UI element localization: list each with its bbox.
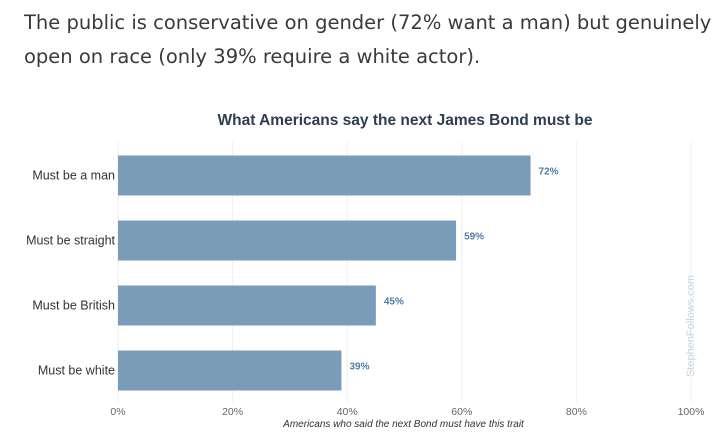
x-tick-label: 80%: [566, 406, 587, 418]
data-label: 72%: [539, 167, 559, 178]
x-tick-label: 20%: [222, 406, 243, 418]
category-label: Must be British: [32, 299, 115, 313]
data-label: 39%: [349, 362, 369, 373]
bar: [118, 220, 457, 261]
x-tick-label: 0%: [110, 406, 125, 418]
category-label: Must be straight: [26, 234, 115, 248]
bar-chart: 0% 20% 40% 60% 80% 100% Must be a man 72% Must b…: [0, 100, 728, 447]
chart-title: What Americans say the next James Bond m…: [217, 112, 593, 129]
bar: [118, 155, 531, 196]
category-label: Must be a man: [32, 169, 115, 183]
chart-svg: 0% 20% 40% 60% 80% 100% Must be a man 72% Must b…: [26, 142, 704, 431]
bar: [118, 285, 376, 326]
x-tick-label: 60%: [451, 406, 472, 418]
data-label: 45%: [384, 297, 404, 308]
category-label: Must be white: [38, 364, 115, 378]
intro-paragraph: The public is conservative on gender (72…: [24, 11, 712, 68]
bar: [118, 350, 342, 391]
x-tick-label: 100%: [678, 406, 705, 418]
bars: [118, 155, 531, 391]
data-label: 59%: [464, 232, 484, 243]
x-tick-label: 40%: [337, 406, 358, 418]
watermark: StephenFollows.com: [685, 275, 697, 377]
labels: 0% 20% 40% 60% 80% 100% Must be a man 72% Must b…: [26, 167, 704, 431]
x-axis-label: Americans who said the next Bond must ha…: [282, 419, 525, 430]
